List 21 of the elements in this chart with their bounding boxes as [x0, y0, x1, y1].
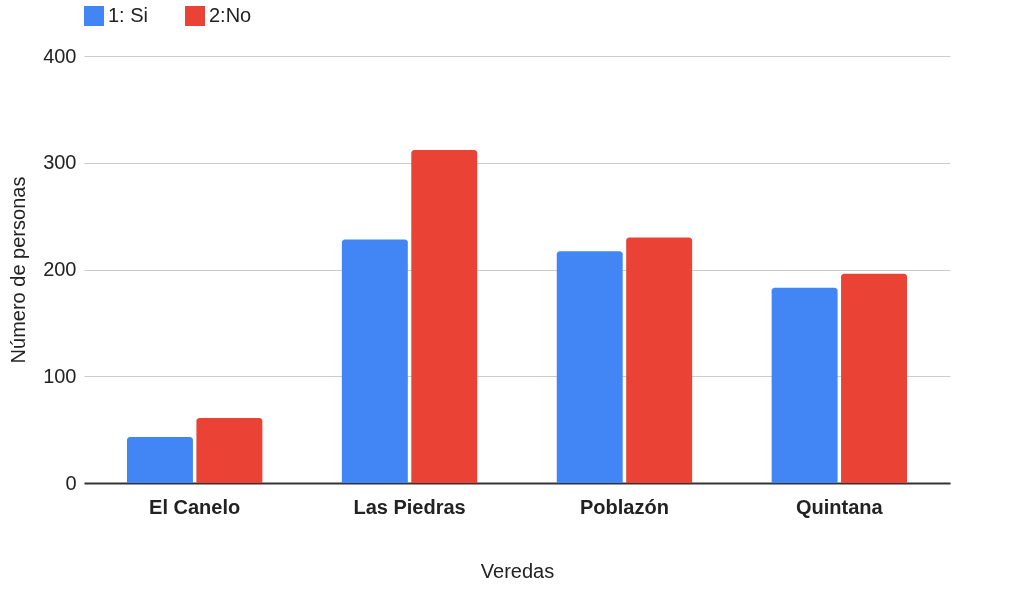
y-tick-label: 100 — [43, 364, 77, 387]
x-tick-label: Poblazón — [580, 495, 669, 518]
bar — [556, 251, 623, 483]
x-tick-label: El Canelo — [149, 495, 241, 518]
bar — [771, 287, 838, 483]
y-tick-label: 200 — [43, 258, 77, 280]
bar — [411, 149, 478, 483]
bar — [126, 437, 193, 483]
bar — [196, 417, 263, 483]
bar — [626, 237, 693, 483]
y-axis-title: Número de personas — [7, 176, 30, 364]
bar — [341, 239, 408, 483]
legend-label: 2:No — [209, 4, 252, 26]
x-tick-label: Quintana — [796, 495, 884, 518]
legend-label: 1: Si — [108, 4, 149, 26]
x-axis-title: Veredas — [480, 559, 555, 582]
y-tick-label: 300 — [43, 151, 77, 174]
x-tick-label: Las Piedras — [353, 495, 466, 518]
bar — [841, 273, 908, 483]
y-tick-label: 0 — [65, 471, 77, 494]
y-tick-label: 400 — [43, 44, 77, 67]
